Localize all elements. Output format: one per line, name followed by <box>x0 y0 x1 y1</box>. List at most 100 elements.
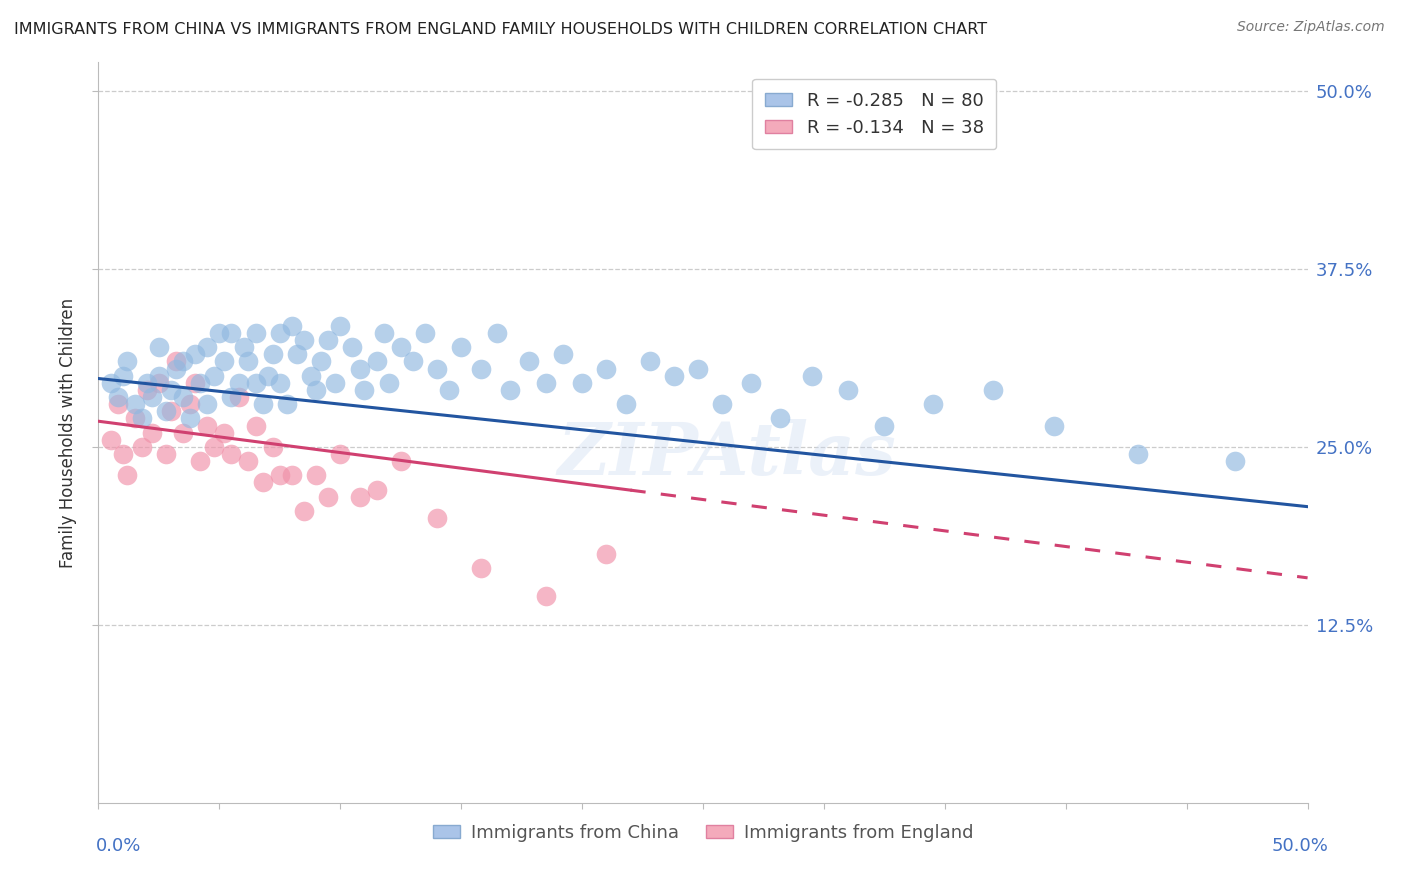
Point <box>1223 454 1246 468</box>
Point <box>981 383 1004 397</box>
Point <box>141 390 163 404</box>
Point <box>426 511 449 525</box>
Point <box>252 397 274 411</box>
Point <box>262 347 284 361</box>
Point <box>188 454 211 468</box>
Point <box>117 354 139 368</box>
Point <box>349 490 371 504</box>
Point <box>269 326 291 340</box>
Point <box>437 383 460 397</box>
Point <box>342 340 364 354</box>
Point <box>837 383 859 397</box>
Point <box>245 418 267 433</box>
Point <box>551 347 574 361</box>
Point <box>316 490 339 504</box>
Point <box>305 383 328 397</box>
Point <box>329 447 352 461</box>
Point <box>740 376 762 390</box>
Point <box>800 368 823 383</box>
Point <box>366 483 388 497</box>
Point <box>124 411 146 425</box>
Point <box>486 326 509 340</box>
Point <box>131 440 153 454</box>
Point <box>402 354 425 368</box>
Point <box>292 504 315 518</box>
Point <box>111 368 134 383</box>
Point <box>107 390 129 404</box>
Point <box>413 326 436 340</box>
Point <box>262 440 284 454</box>
Point <box>309 354 332 368</box>
Point <box>688 361 710 376</box>
Point <box>221 447 243 461</box>
Point <box>245 326 267 340</box>
Point <box>212 425 235 440</box>
Point <box>188 376 211 390</box>
Legend: Immigrants from China, Immigrants from England: Immigrants from China, Immigrants from E… <box>426 817 980 849</box>
Point <box>208 326 231 340</box>
Point <box>228 376 250 390</box>
Text: ZIPAtlas: ZIPAtlas <box>558 419 897 491</box>
Point <box>252 475 274 490</box>
Point <box>292 333 315 347</box>
Point <box>184 376 207 390</box>
Point <box>155 447 177 461</box>
Point <box>179 411 201 425</box>
Text: 0.0%: 0.0% <box>96 837 141 855</box>
Text: IMMIGRANTS FROM CHINA VS IMMIGRANTS FROM ENGLAND FAMILY HOUSEHOLDS WITH CHILDREN: IMMIGRANTS FROM CHINA VS IMMIGRANTS FROM… <box>14 22 987 37</box>
Point <box>135 383 157 397</box>
Point <box>204 368 226 383</box>
Point <box>662 368 685 383</box>
Point <box>873 418 896 433</box>
Point <box>155 404 177 418</box>
Point <box>160 404 183 418</box>
Point <box>195 397 218 411</box>
Point <box>534 376 557 390</box>
Point <box>195 340 218 354</box>
Y-axis label: Family Households with Children: Family Households with Children <box>59 298 77 567</box>
Point <box>595 361 617 376</box>
Point <box>232 340 254 354</box>
Point <box>349 361 371 376</box>
Point <box>160 383 183 397</box>
Point <box>135 376 157 390</box>
Point <box>316 333 339 347</box>
Point <box>107 397 129 411</box>
Point <box>711 397 734 411</box>
Point <box>100 433 122 447</box>
Point <box>389 340 412 354</box>
Point <box>470 361 492 376</box>
Point <box>238 454 260 468</box>
Point <box>281 468 304 483</box>
Point <box>373 326 395 340</box>
Point <box>172 425 194 440</box>
Point <box>281 318 304 333</box>
Point <box>426 361 449 376</box>
Text: 50.0%: 50.0% <box>1272 837 1329 855</box>
Point <box>228 390 250 404</box>
Point <box>921 397 943 411</box>
Point <box>571 376 593 390</box>
Point <box>470 561 492 575</box>
Point <box>172 390 194 404</box>
Point <box>184 347 207 361</box>
Point <box>614 397 637 411</box>
Point <box>305 468 328 483</box>
Point <box>195 418 218 433</box>
Text: Source: ZipAtlas.com: Source: ZipAtlas.com <box>1237 20 1385 34</box>
Point <box>517 354 540 368</box>
Point <box>329 318 352 333</box>
Point <box>245 376 267 390</box>
Point <box>1042 418 1064 433</box>
Point <box>165 361 187 376</box>
Point <box>498 383 520 397</box>
Point <box>221 326 243 340</box>
Point <box>534 590 557 604</box>
Point <box>325 376 347 390</box>
Point <box>595 547 617 561</box>
Point <box>148 368 170 383</box>
Point <box>269 468 291 483</box>
Point <box>353 383 375 397</box>
Point <box>769 411 792 425</box>
Point <box>100 376 122 390</box>
